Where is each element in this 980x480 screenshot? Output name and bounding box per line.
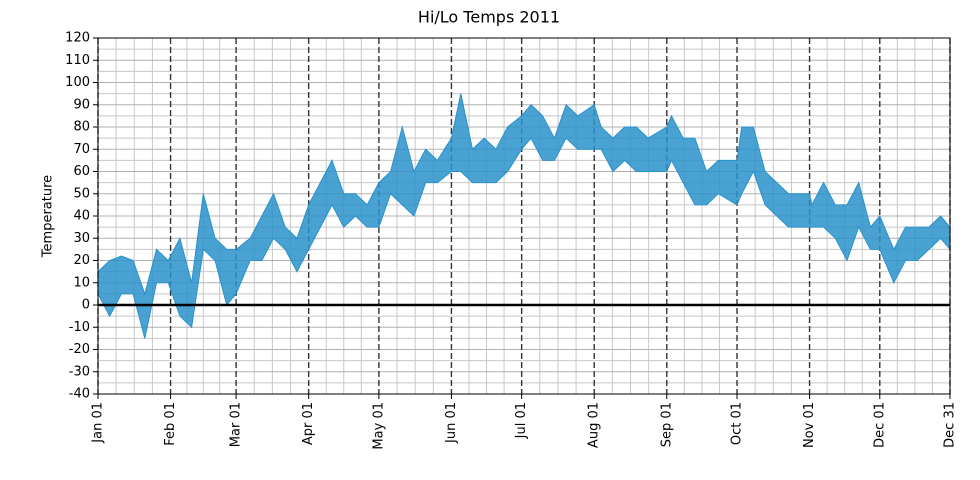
x-tick-label: Aug 01 bbox=[587, 402, 602, 448]
x-tick-label: Apr 01 bbox=[301, 402, 316, 445]
x-tick-label: Jun 01 bbox=[444, 402, 459, 444]
y-tick-label: 0 bbox=[82, 298, 90, 313]
y-tick-label: -30 bbox=[69, 364, 90, 379]
x-tick-label: Mar 01 bbox=[229, 402, 244, 447]
y-tick-label: 50 bbox=[73, 186, 90, 201]
y-tick-label: -40 bbox=[69, 387, 90, 402]
y-axis-label: Temperature bbox=[41, 175, 56, 258]
y-tick-label: 80 bbox=[73, 120, 90, 135]
y-tick-label: 60 bbox=[73, 164, 90, 179]
y-tick-label: 90 bbox=[73, 97, 90, 112]
x-tick-label: Feb 01 bbox=[163, 402, 178, 446]
x-tick-label: Jul 01 bbox=[514, 402, 529, 439]
chart-title: Hi/Lo Temps 2011 bbox=[418, 8, 560, 27]
x-tick-label: May 01 bbox=[371, 402, 386, 450]
y-tick-label: -20 bbox=[69, 342, 90, 357]
y-tick-label: 30 bbox=[73, 231, 90, 246]
x-tick-label: Sep 01 bbox=[659, 402, 674, 447]
y-tick-label: 110 bbox=[65, 53, 90, 68]
y-tick-label: 20 bbox=[73, 253, 90, 268]
x-tick-label: Dec 01 bbox=[872, 402, 887, 448]
y-tick-label: 100 bbox=[65, 75, 90, 90]
y-tick-label: 40 bbox=[73, 209, 90, 224]
x-tick-label: Jan 01 bbox=[91, 402, 106, 444]
y-tick-label: -10 bbox=[69, 320, 90, 335]
x-tick-label: Oct 01 bbox=[730, 402, 745, 445]
plot-frame bbox=[97, 37, 951, 395]
x-tick-label: Dec 31 bbox=[943, 402, 958, 448]
y-tick-label: 10 bbox=[73, 275, 90, 290]
x-tick-label: Nov 01 bbox=[802, 402, 817, 448]
y-tick-label: 120 bbox=[65, 31, 90, 46]
y-tick-label: 70 bbox=[73, 142, 90, 157]
